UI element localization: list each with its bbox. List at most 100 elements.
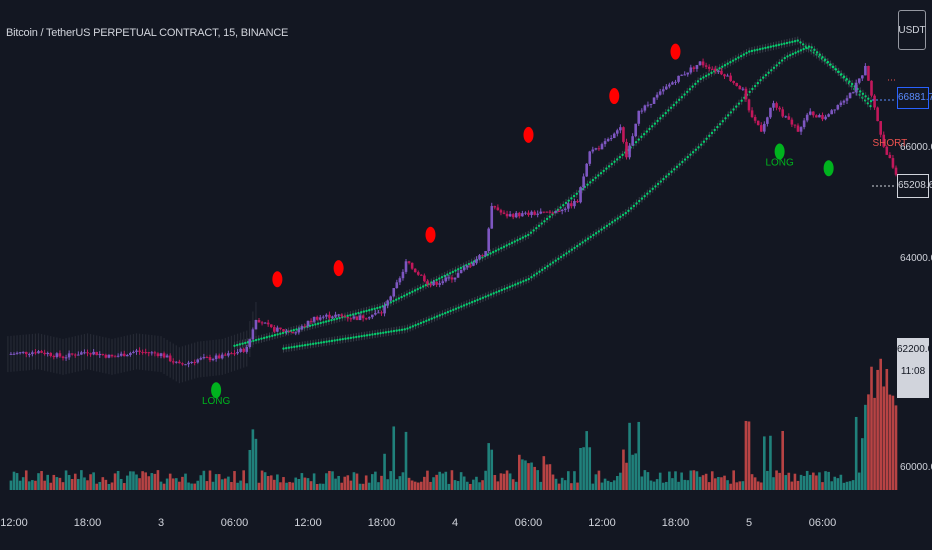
x-tick-label: 06:00 — [809, 517, 837, 529]
upper-band-dot — [613, 160, 616, 163]
candle-body — [778, 107, 781, 110]
lower-band-dot — [535, 272, 539, 275]
volume-bar — [343, 476, 347, 490]
candle-body — [245, 347, 249, 352]
upper-band-dot — [308, 324, 312, 328]
upper-band-dot — [696, 80, 700, 83]
upper-band-dot — [362, 310, 366, 313]
volume-bar — [150, 473, 154, 490]
volume-bar — [805, 470, 809, 490]
volume-bar — [358, 483, 362, 490]
upper-band-dot — [758, 47, 762, 51]
x-tick-label: 18:00 — [368, 517, 396, 529]
upper-band-dot — [774, 44, 778, 47]
candle-body — [508, 214, 512, 217]
upper-band-dot — [411, 290, 414, 293]
currency-unit-button[interactable]: USDT — [898, 10, 926, 50]
upper-band-dot — [680, 95, 684, 99]
volume-bar — [208, 470, 212, 490]
lower-band-dot — [298, 344, 301, 348]
candle-body — [156, 353, 160, 357]
lower-band-dot — [726, 114, 730, 117]
volume-bar — [848, 481, 852, 490]
volume-bar — [609, 482, 613, 490]
upper-band-dot — [677, 98, 681, 102]
lower-band-dot — [705, 137, 708, 141]
lower-band-dot — [629, 207, 633, 210]
candle-body — [181, 363, 184, 365]
volume-bar — [484, 470, 487, 490]
lower-band-dot — [514, 283, 517, 286]
candle-body — [582, 176, 585, 188]
upper-band-dot — [486, 253, 490, 256]
candle-body — [775, 103, 778, 108]
upper-band-dot — [500, 246, 503, 250]
lower-band-dot — [341, 337, 344, 341]
volume-bar — [119, 478, 123, 490]
upper-band-dot — [739, 54, 743, 58]
candle-body — [646, 104, 650, 106]
candle-body — [432, 281, 435, 286]
volume-bar — [658, 472, 662, 490]
upper-band-dot — [710, 71, 713, 75]
sell-signal-marker — [609, 88, 620, 105]
x-tick-label: 06:00 — [221, 517, 249, 529]
lower-band-dot — [314, 342, 318, 345]
lower-band-dot — [516, 282, 520, 285]
volume-bar — [40, 471, 43, 490]
volume-bar — [49, 482, 53, 490]
volume-bar — [435, 474, 438, 490]
upper-band-dot — [532, 229, 535, 232]
volume-bar — [879, 358, 882, 490]
candle-body — [628, 145, 631, 158]
lower-band-dot — [400, 328, 404, 331]
volume-bar — [631, 454, 634, 490]
lower-band-dot — [702, 140, 706, 143]
volume-bar — [245, 483, 249, 490]
candle-body — [438, 283, 441, 285]
volume-bar — [254, 438, 258, 490]
candle-body — [251, 329, 255, 340]
volume-bar — [181, 476, 184, 490]
lower-band-dot — [764, 73, 768, 77]
lower-band-dot — [867, 97, 870, 100]
volume-bar — [162, 483, 166, 490]
lower-band-dot — [632, 204, 636, 208]
volume-bar — [775, 470, 778, 490]
volume-bar — [279, 482, 282, 490]
upper-band-dot — [591, 178, 595, 182]
candle-body — [95, 351, 98, 356]
volume-bar — [101, 477, 105, 490]
upper-band-dot — [772, 44, 775, 48]
candle-body — [665, 86, 668, 90]
upper-band-dot — [505, 244, 508, 247]
upper-band-dot — [273, 333, 277, 337]
lower-band-dot — [772, 66, 776, 70]
lower-band-dot — [489, 293, 493, 296]
volume-bar — [625, 462, 628, 490]
candle-body — [64, 357, 68, 359]
candle-body — [756, 120, 760, 126]
volume-bar — [444, 471, 448, 490]
volume-bar — [665, 481, 668, 490]
lower-band-dot — [576, 244, 579, 248]
lower-band-dot — [799, 49, 803, 52]
volume-bar — [493, 475, 497, 490]
lower-band-dot — [487, 294, 490, 297]
lower-band-dot — [818, 53, 822, 56]
candle-body — [714, 68, 717, 72]
volume-bar — [505, 470, 509, 490]
candle-body — [597, 148, 601, 150]
y-tick-label: 64000.0 — [900, 253, 932, 264]
volume-bar — [815, 475, 818, 490]
lower-band-dot — [492, 292, 495, 295]
volume-bar — [707, 482, 711, 490]
upper-band-dot — [359, 311, 363, 314]
candle-body — [110, 354, 114, 357]
candle-body — [355, 316, 359, 321]
volume-bar — [472, 479, 475, 490]
lower-band-dot — [694, 148, 698, 151]
volume-bar — [260, 470, 264, 490]
